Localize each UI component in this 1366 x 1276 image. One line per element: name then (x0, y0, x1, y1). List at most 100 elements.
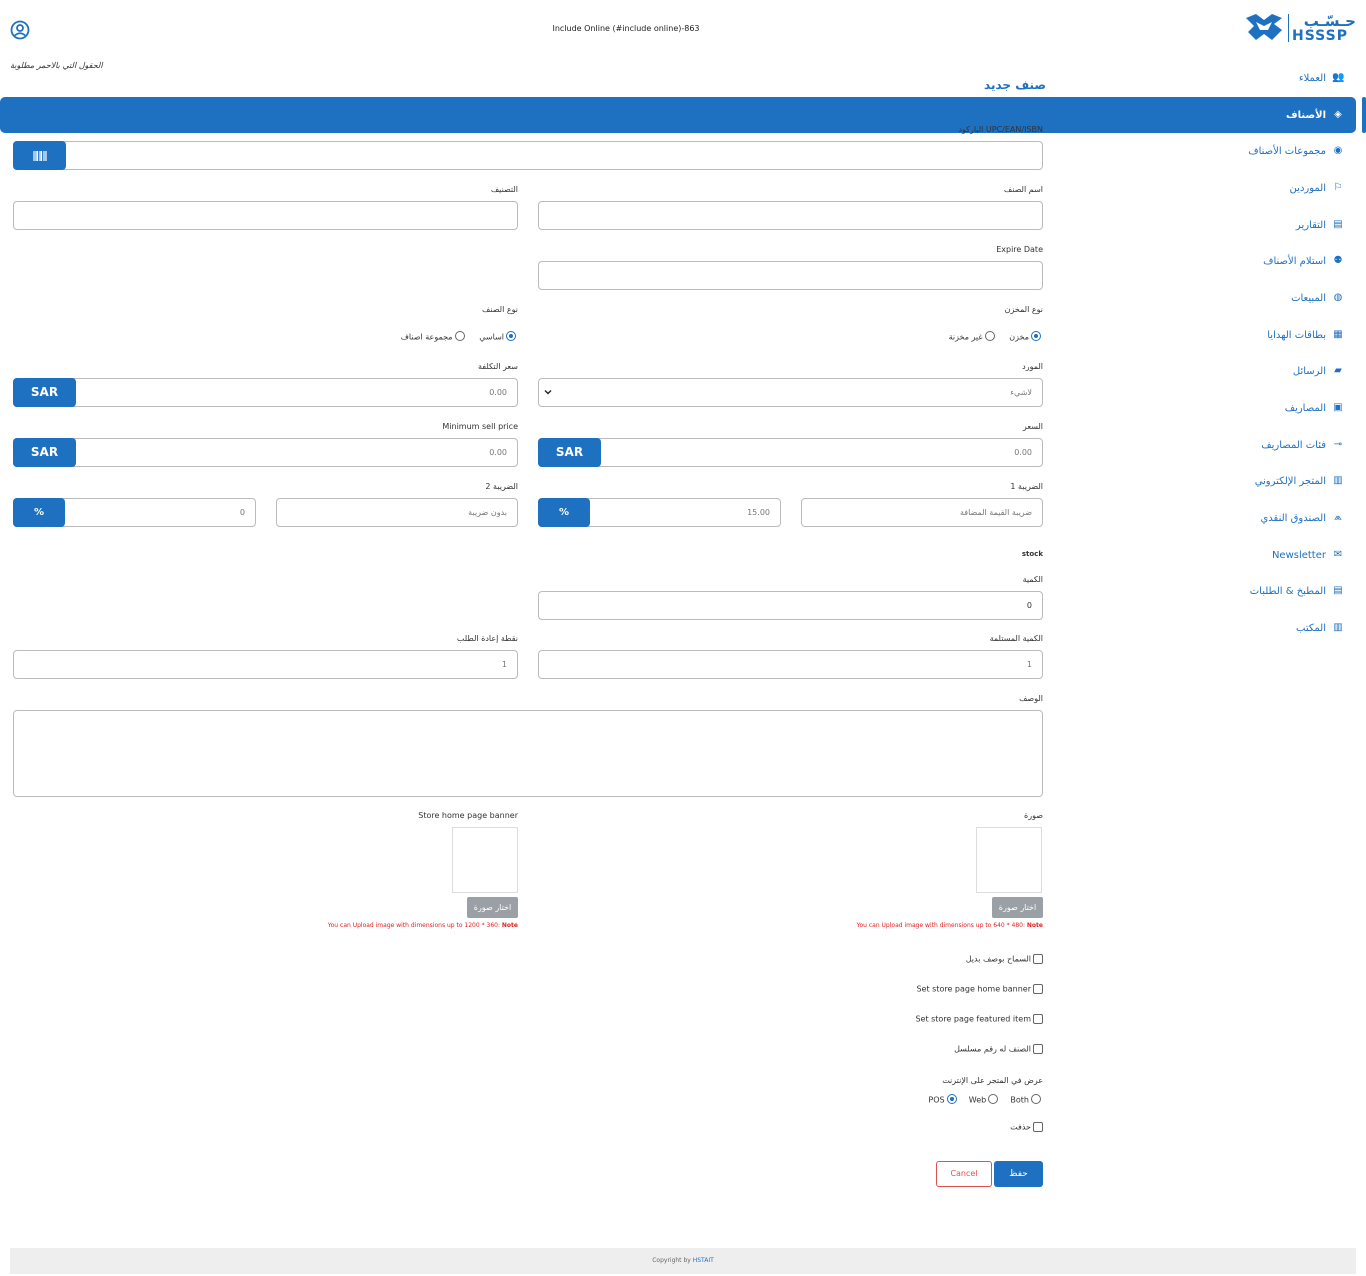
barcode-input[interactable] (13, 141, 1043, 170)
deleted-checkbox[interactable] (1033, 1122, 1043, 1132)
sidebar-item-messages[interactable]: الرسائل ▰ (1293, 353, 1344, 389)
tax1-percent-addon: % (538, 498, 590, 527)
barcode-scan-button[interactable] (13, 141, 66, 170)
footer-brand-link[interactable]: HSTAIT (692, 1257, 714, 1264)
store-type-stored-label: مخزن (1009, 332, 1029, 342)
sidebar-item-label: الأصناف (1286, 109, 1326, 121)
min-sell-price-input[interactable]: 0.00 (13, 438, 518, 467)
image-note-word: Note (1026, 922, 1043, 929)
description-label: الوصف (1019, 694, 1043, 703)
sidebar-item-customers[interactable]: العملاء 👥 (1299, 60, 1345, 96)
newsletter-icon: ✉ (1333, 549, 1343, 560)
store-type-not-stored-radio[interactable] (984, 331, 995, 341)
cost-currency-addon: SAR (13, 378, 76, 407)
sidebar-item-suppliers[interactable]: الموردين ⚐ (1290, 170, 1344, 206)
tax1-label: الضريبة 1 (1010, 482, 1043, 491)
banner-size-note: You can Upload image with dimensions up … (328, 922, 518, 929)
tax2-label: الضريبة 2 (485, 482, 518, 491)
item-type-basic-radio[interactable] (506, 331, 516, 341)
featured-item-checkbox[interactable] (1033, 1014, 1043, 1024)
box-icon: ◈ (1334, 109, 1342, 120)
quantity-label: الكمية (1022, 575, 1043, 584)
category-input[interactable] (13, 201, 518, 230)
page-header-title: Include Online (#include online)-863 (552, 24, 700, 33)
sidebar-item-cash-register[interactable]: الصندوق النقدي ⩕ (1260, 500, 1344, 536)
users-icon: 👥 (1332, 72, 1345, 83)
received-quantity-label: الكمية المستلمة (989, 634, 1043, 643)
sidebar-item-label: المكتب (1296, 622, 1326, 634)
sidebar-item-expense-categories[interactable]: فئات المصاريف ⊸ (1261, 427, 1344, 463)
serial-number-label: الصنف له رقم مسلسل (954, 1044, 1031, 1054)
cost-price-label: سعر التكلفة (478, 362, 518, 371)
sidebar-item-office[interactable]: المكتب ▥ (1296, 610, 1344, 646)
store-type-stored-radio[interactable] (1031, 331, 1041, 341)
sidebar-item-kitchen-orders[interactable]: المطبخ & الطلبات ▤ (1250, 573, 1344, 609)
sidebar-item-item-groups[interactable]: مجموعات الأصناف ◉ (1248, 133, 1344, 169)
sidebar-item-label: المتجر الإلكتروني (1254, 475, 1326, 487)
deleted-label: حذفت (1010, 1122, 1031, 1132)
online-web-radio[interactable] (988, 1094, 999, 1104)
home-banner-checkbox[interactable] (1033, 984, 1043, 994)
featured-item-label: Set store page featured item (915, 1014, 1031, 1024)
logo-english-text: HSSSP (1292, 28, 1348, 44)
chevron-down-icon (544, 390, 552, 395)
expire-date-label: Expire Date (996, 245, 1043, 254)
image-note-text: You can Upload image with dimensions up … (856, 922, 1027, 929)
tax1-name-input[interactable]: ضريبة القيمة المضافة (801, 498, 1043, 527)
user-account-icon[interactable] (10, 20, 30, 40)
sidebar-item-reports[interactable]: التقارير ▤ (1296, 207, 1344, 243)
kitchen-icon: ▤ (1333, 585, 1343, 596)
serial-number-checkbox[interactable] (1033, 1044, 1043, 1054)
supplier-select[interactable]: لاشيء (538, 378, 1043, 407)
online-web-label: Web (968, 1095, 987, 1105)
expire-date-input[interactable] (538, 261, 1043, 290)
featured-item-row: Set store page featured item (915, 1014, 1043, 1024)
cancel-button[interactable]: Cancel (936, 1161, 992, 1187)
form-title: صنف جديد (984, 78, 1046, 92)
online-pos-radio[interactable] (946, 1094, 957, 1104)
supplier-icon: ⚐ (1333, 182, 1343, 193)
save-button[interactable]: حفظ (994, 1161, 1043, 1187)
received-quantity-input[interactable]: 1 (538, 650, 1043, 679)
app-logo[interactable]: حـسّـب HSSSP (1244, 10, 1356, 46)
item-name-input[interactable] (538, 201, 1043, 230)
sidebar-item-label: Newsletter (1271, 549, 1326, 561)
price-label: السعر (1022, 422, 1043, 431)
allow-alt-description-label: السماح بوصف بديل (965, 954, 1031, 964)
online-both-radio[interactable] (1031, 1094, 1041, 1104)
sidebar-item-label: المطبخ & الطلبات (1249, 585, 1326, 597)
allow-alt-description-checkbox[interactable] (1033, 954, 1043, 964)
quantity-input[interactable]: 0 (538, 591, 1043, 620)
sidebar-item-label: مجموعات الأصناف (1248, 145, 1326, 157)
reorder-level-label: نقطة إعادة الطلب (456, 634, 518, 643)
sidebar-item-items[interactable]: الأصناف ◈ (0, 97, 1356, 133)
sidebar-item-receivings[interactable]: استلام الأصناف ⚉ (1263, 243, 1344, 279)
choose-image-button[interactable]: اختار صورة (992, 897, 1043, 918)
price-input[interactable]: 0.00 (538, 438, 1043, 467)
messages-icon: ▰ (1334, 365, 1342, 376)
store-type-label: نوع المخزن (1004, 305, 1043, 314)
cost-price-input[interactable]: 0.00 (13, 378, 518, 407)
online-pos-label: POS (928, 1095, 945, 1105)
sidebar-item-label: التقارير (1295, 219, 1326, 231)
tax2-name-input[interactable]: بدون ضريبة (276, 498, 518, 527)
sidebar-item-label: بطاقات الهدايا (1267, 329, 1326, 341)
sidebar-item-sales[interactable]: المبيعات ◍ (1291, 280, 1344, 316)
banner-note-text: You can Upload image with dimensions up … (327, 922, 502, 929)
reorder-level-input[interactable]: 1 (13, 650, 518, 679)
logo-mark-icon (1246, 14, 1282, 40)
sidebar-item-newsletter[interactable]: Newsletter ✉ (1272, 537, 1344, 573)
sidebar-item-expenses[interactable]: المصاريف ▣ (1285, 390, 1344, 426)
barcode-label: الباركود UPC/EAN/ISBN (958, 125, 1043, 134)
item-type-label: نوع الصنف (482, 305, 518, 314)
price-currency-addon: SAR (538, 438, 601, 467)
supplier-label: المورد (1022, 362, 1043, 371)
item-type-kit-radio[interactable] (454, 331, 465, 341)
description-textarea[interactable] (13, 710, 1043, 797)
sidebar-item-label: الموردين (1289, 182, 1326, 194)
sidebar-item-gift-cards[interactable]: بطاقات الهدايا ▦ (1267, 317, 1344, 353)
sidebar-item-label: المصاريف (1284, 402, 1326, 414)
item-type-kit-label: مجموعة اصناف (400, 332, 453, 342)
choose-banner-button[interactable]: اختار صورة (467, 897, 518, 918)
sidebar-item-online-store[interactable]: المتجر الإلكتروني ▥ (1255, 463, 1344, 499)
